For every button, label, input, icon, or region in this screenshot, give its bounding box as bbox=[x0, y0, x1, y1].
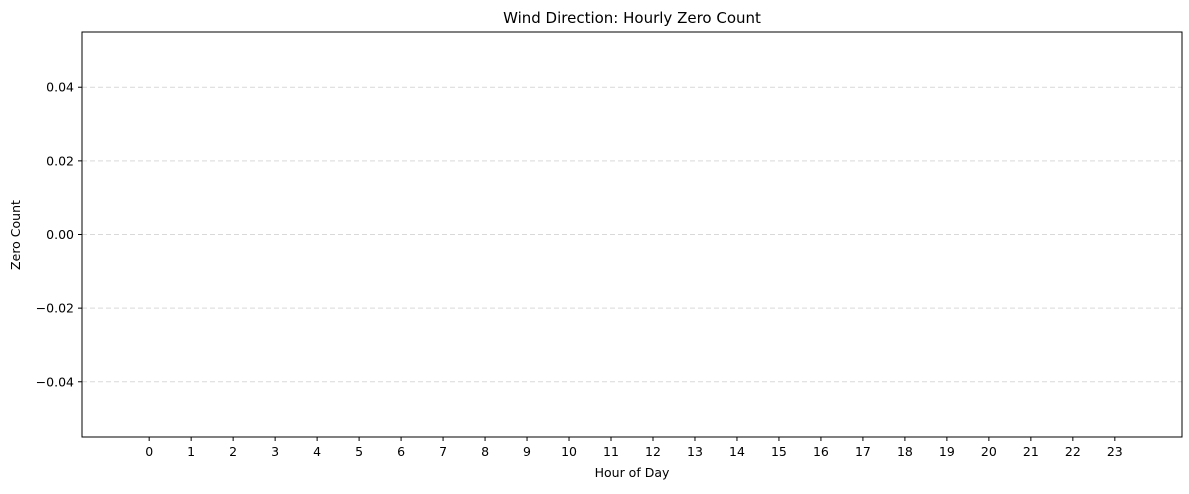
chart-title: Wind Direction: Hourly Zero Count bbox=[503, 9, 761, 27]
y-tick-label: 0.04 bbox=[46, 80, 74, 95]
x-tick-label: 21 bbox=[1023, 444, 1039, 459]
x-tick-label: 4 bbox=[313, 444, 321, 459]
x-axis-ticks: 0 1 2 3 4 5 6 7 8 9 10 11 12 13 14 15 16 17 18 19 20 21 22 23 bbox=[145, 437, 1123, 459]
x-tick-label: 10 bbox=[561, 444, 577, 459]
x-tick-label: 12 bbox=[645, 444, 661, 459]
x-tick-label: 20 bbox=[981, 444, 997, 459]
x-tick-label: 17 bbox=[855, 444, 871, 459]
x-tick-label: 22 bbox=[1065, 444, 1081, 459]
x-tick-label: 13 bbox=[687, 444, 703, 459]
x-tick-label: 1 bbox=[187, 444, 195, 459]
x-tick-label: 3 bbox=[271, 444, 279, 459]
x-tick-label: 19 bbox=[939, 444, 955, 459]
x-tick-label: 8 bbox=[481, 444, 489, 459]
y-tick-label: −0.04 bbox=[36, 374, 74, 389]
y-tick-label: 0.00 bbox=[46, 227, 74, 242]
x-tick-label: 9 bbox=[523, 444, 531, 459]
y-tick-label: 0.02 bbox=[46, 153, 74, 168]
y-axis-label: Zero Count bbox=[8, 200, 23, 270]
x-axis-label: Hour of Day bbox=[595, 465, 670, 480]
x-tick-label: 5 bbox=[355, 444, 363, 459]
x-tick-label: 16 bbox=[813, 444, 829, 459]
x-tick-label: 15 bbox=[771, 444, 787, 459]
x-tick-label: 0 bbox=[145, 444, 153, 459]
x-tick-label: 6 bbox=[397, 444, 405, 459]
x-tick-label: 7 bbox=[439, 444, 447, 459]
grid-lines bbox=[82, 86, 1182, 383]
x-tick-label: 23 bbox=[1107, 444, 1123, 459]
x-tick-label: 14 bbox=[729, 444, 745, 459]
y-axis-ticks: 0.04 0.02 0.00 −0.02 −0.04 bbox=[36, 80, 82, 389]
x-tick-label: 11 bbox=[603, 444, 619, 459]
x-tick-label: 2 bbox=[229, 444, 237, 459]
x-tick-label: 18 bbox=[897, 444, 913, 459]
y-tick-label: −0.02 bbox=[36, 301, 74, 316]
